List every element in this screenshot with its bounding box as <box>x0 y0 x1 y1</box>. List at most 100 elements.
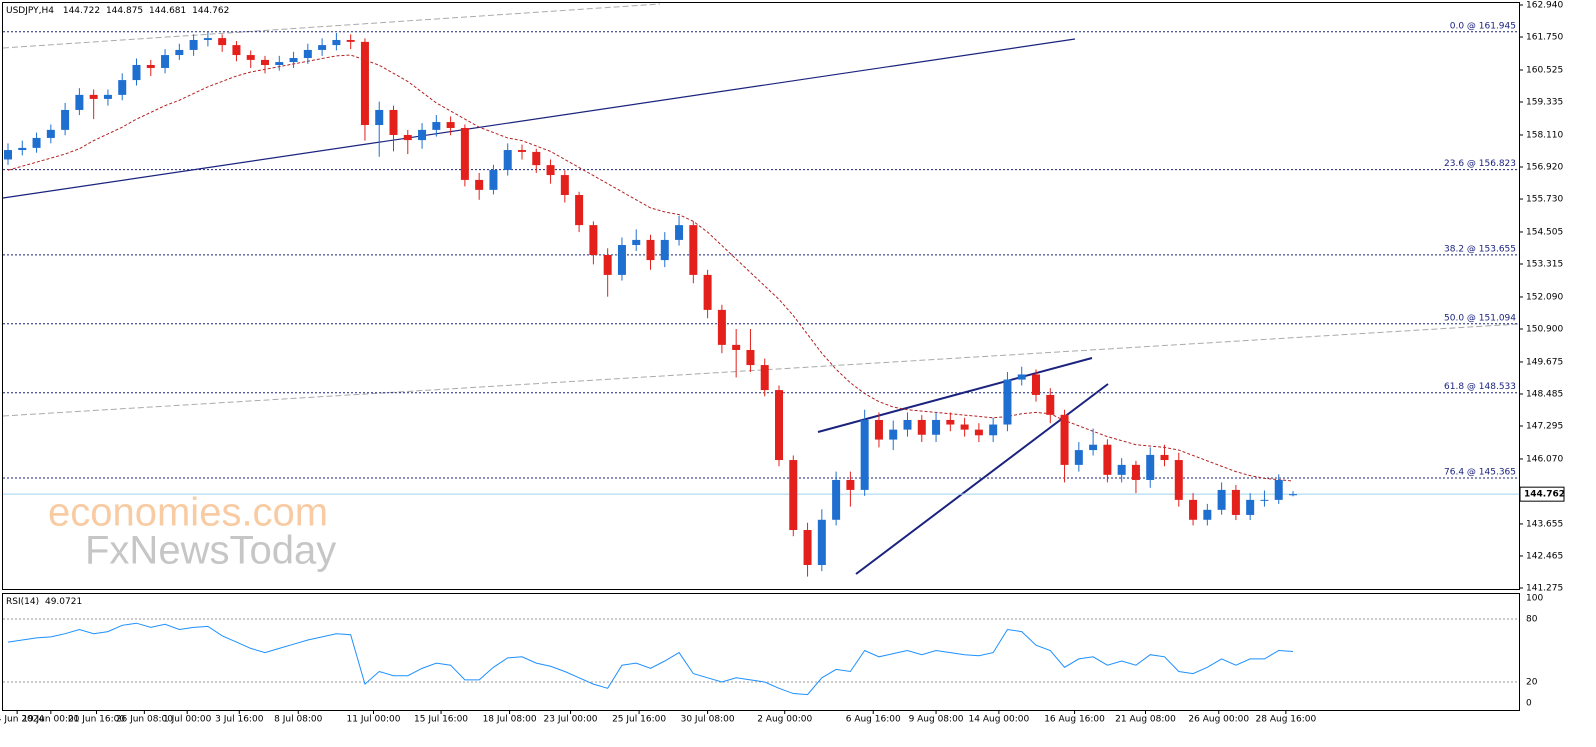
candle-body <box>717 309 726 345</box>
candle-body <box>203 38 212 40</box>
candle-body <box>1289 494 1297 496</box>
candle-body <box>746 349 755 366</box>
candle-body <box>89 94 98 99</box>
candle-body <box>403 134 412 141</box>
candle-body <box>846 479 855 490</box>
candle-body <box>1032 374 1040 395</box>
candle-body <box>675 225 684 240</box>
rsi-header: RSI(14) 49.0721 <box>6 597 82 607</box>
x-tick-label: 1 Jul 00:00 <box>163 715 212 725</box>
candle-body <box>275 62 284 66</box>
x-tick-label: 15 Jul 16:00 <box>414 715 468 725</box>
candle-body <box>575 194 584 226</box>
rsi-tick-label: 100 <box>1526 594 1543 604</box>
candle-body <box>560 175 569 195</box>
close: 144.762 <box>192 6 229 16</box>
candle-body <box>303 49 312 59</box>
candle-body <box>118 80 127 95</box>
candle-body <box>189 39 198 50</box>
candle-body <box>889 429 898 440</box>
wedge-line <box>817 357 1093 433</box>
rsi-tick-label: 80 <box>1526 615 1538 625</box>
channel-line <box>2 3 661 49</box>
trend-line <box>2 38 1076 199</box>
y-tick-label: 146.070 <box>1526 454 1563 464</box>
candle-body <box>18 147 27 151</box>
candle-body <box>589 225 598 255</box>
x-tick-label: 8 Jul 08:00 <box>274 715 323 725</box>
watermark: FxNewsToday <box>85 529 336 573</box>
candle-body <box>1117 464 1126 475</box>
candle-body <box>61 109 70 130</box>
candle-body <box>803 530 812 565</box>
fib-label: 61.8 @ 148.533 <box>1444 382 1516 392</box>
open: 144.722 <box>63 6 100 16</box>
rsi-tick-label: 20 <box>1526 678 1538 688</box>
x-tick-label: 21 Aug 08:00 <box>1115 715 1176 725</box>
candle-body <box>946 419 955 425</box>
y-tick-label: 161.750 <box>1526 33 1563 43</box>
candle-body <box>632 239 641 246</box>
candle-body <box>32 137 41 148</box>
candle-body <box>617 245 626 275</box>
price-tag <box>1519 486 1565 502</box>
x-tick-label: 11 Jul 00:00 <box>347 715 401 725</box>
candle-body <box>161 55 170 68</box>
candle-body <box>418 129 427 141</box>
candle-body <box>932 419 941 435</box>
candle-body <box>1089 444 1098 451</box>
candle-body <box>489 169 498 190</box>
y-tick-label: 141.275 <box>1526 584 1563 594</box>
candle-body <box>817 519 826 565</box>
x-tick-label: 25 Jul 16:00 <box>612 715 666 725</box>
candle-body <box>4 150 12 160</box>
candle-body <box>703 274 712 310</box>
x-tick-label: 9 Aug 08:00 <box>909 715 964 725</box>
x-tick-label: 16 Aug 16:00 <box>1044 715 1105 725</box>
candle-body <box>1260 499 1269 501</box>
y-tick-label: 156.920 <box>1526 162 1563 172</box>
candle-body <box>1189 499 1198 520</box>
candle-body <box>75 94 84 110</box>
candle-body <box>261 59 269 66</box>
candle-body <box>689 225 698 275</box>
candle-body <box>332 39 341 46</box>
candle-body <box>360 41 369 126</box>
candle-body <box>318 45 327 50</box>
symbol: USDJPY,H4 <box>6 6 54 16</box>
moving-average <box>7 54 1294 482</box>
candle-body <box>874 419 883 440</box>
candle-body <box>1060 414 1069 465</box>
candle-body <box>1274 479 1283 500</box>
candle-body <box>532 151 541 166</box>
fib-label: 38.2 @ 153.655 <box>1444 244 1516 254</box>
y-tick-label: 153.315 <box>1526 260 1563 270</box>
candle-body <box>1246 499 1255 515</box>
candle-body <box>432 122 441 130</box>
fib-label: 0.0 @ 161.945 <box>1450 21 1516 31</box>
x-tick-label: 26 Jun 08:00 <box>116 715 173 725</box>
candle-body <box>917 419 926 435</box>
x-tick-label: 21 Jun 16:00 <box>68 715 125 725</box>
rsi-tick-label: 0 <box>1526 699 1532 709</box>
fib-label: 50.0 @ 151.094 <box>1444 313 1516 323</box>
x-tick-label: 26 Aug 00:00 <box>1188 715 1249 725</box>
candle-body <box>960 424 969 430</box>
candle-body <box>832 479 841 520</box>
candle-body <box>760 365 769 391</box>
x-tick-label: 19 Jun 00:00 <box>22 715 79 725</box>
candle-body <box>146 65 155 68</box>
x-tick-label: 14 Aug 00:00 <box>969 715 1030 725</box>
y-tick-label: 158.110 <box>1526 130 1563 140</box>
y-tick-label: 148.485 <box>1526 389 1563 399</box>
price-tag-label: 144.762 <box>1524 490 1565 500</box>
candle-body <box>103 94 112 99</box>
candle-body <box>974 429 983 436</box>
candle-body <box>860 419 869 490</box>
low: 144.681 <box>149 6 186 16</box>
y-tick-label: 143.655 <box>1526 519 1563 529</box>
x-tick-label: 14 Jun 2024 <box>0 715 44 725</box>
candle-body <box>446 122 455 128</box>
candle-body <box>775 390 783 461</box>
